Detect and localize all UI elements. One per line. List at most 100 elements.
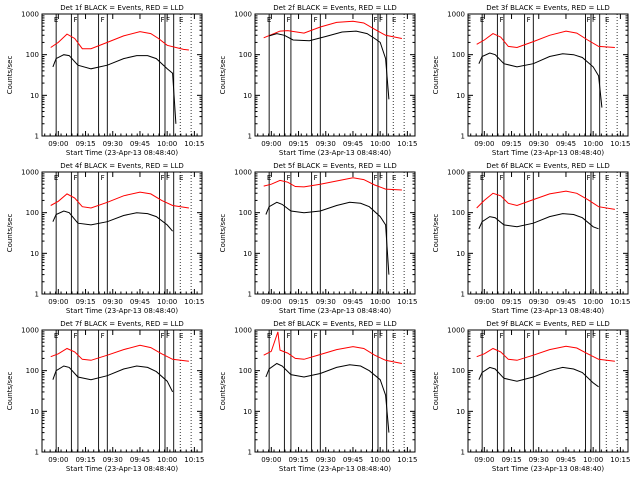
x-tick-label: 10:15 <box>610 140 630 148</box>
plot-frame <box>467 329 629 453</box>
flag-label: F <box>592 16 596 24</box>
flag-label: F <box>374 16 378 24</box>
flag-label: F <box>587 332 591 340</box>
y-tick-label: 100 <box>26 51 39 59</box>
panel-title: Det 3f BLACK = Events, RED = LLD <box>486 4 609 12</box>
flag-label: F <box>166 174 170 182</box>
x-tick-label: 09:30 <box>316 456 336 464</box>
x-tick-label: 09:30 <box>529 140 549 148</box>
y-tick-label: 100 <box>452 367 465 375</box>
x-axis-label: Start Time (23-Apr-13 08:48:40) <box>492 465 604 473</box>
plot-frame <box>467 13 629 137</box>
y-tick-label: 10 <box>243 92 252 100</box>
x-axis-label: Start Time (23-Apr-13 08:48:40) <box>66 307 178 315</box>
flag-label: F <box>161 16 165 24</box>
flag-label: F <box>379 332 383 340</box>
flag-label: F <box>587 174 591 182</box>
y-tick-label: 1000 <box>21 11 39 19</box>
flag-label: E <box>267 332 271 340</box>
x-tick-label: 09:00 <box>48 298 68 306</box>
x-tick-label: 09:00 <box>474 456 494 464</box>
y-axis-label: Counts/sec <box>219 56 227 95</box>
x-axis-label: Start Time (23-Apr-13 08:48:40) <box>279 465 391 473</box>
y-tick-label: 10 <box>30 250 39 258</box>
flag-label: F <box>527 174 531 182</box>
panel-3: Det 3f BLACK = Events, RED = LLD Counts/s… <box>432 4 630 157</box>
flag-label: F <box>527 332 531 340</box>
y-tick-label: 1000 <box>234 11 252 19</box>
y-tick-label: 10 <box>456 408 465 416</box>
panel-4: Det 4f BLACK = Events, RED = LLD Counts/s… <box>6 162 204 315</box>
flag-label: E <box>179 332 183 340</box>
events-series-line <box>265 362 390 433</box>
flag-label: F <box>101 16 105 24</box>
x-tick-label: 10:15 <box>397 140 417 148</box>
x-tick-label: 09:30 <box>103 298 123 306</box>
y-tick-label: 100 <box>452 51 465 59</box>
x-tick-label: 10:15 <box>610 456 630 464</box>
x-tick-label: 09:00 <box>474 298 494 306</box>
x-tick-label: 10:15 <box>397 456 417 464</box>
y-tick-label: 1000 <box>447 169 465 177</box>
y-axis-label: Counts/sec <box>6 214 14 253</box>
x-tick-label: 10:00 <box>157 456 177 464</box>
y-tick-label: 100 <box>239 209 252 217</box>
panel-title: Det 5f BLACK = Events, RED = LLD <box>273 162 396 170</box>
x-tick-label: 10:15 <box>184 456 204 464</box>
flag-label: F <box>592 332 596 340</box>
y-tick-label: 10 <box>456 92 465 100</box>
events-series-line <box>478 52 603 108</box>
x-axis-label: Start Time (23-Apr-13 08:48:40) <box>66 149 178 157</box>
plot-frame <box>467 171 629 295</box>
plot-frame <box>254 171 416 295</box>
flag-label: F <box>286 174 290 182</box>
x-tick-label: 09:00 <box>261 456 281 464</box>
x-tick-label: 09:15 <box>501 298 521 306</box>
x-tick-label: 09:00 <box>261 140 281 148</box>
x-tick-label: 09:30 <box>103 456 123 464</box>
panel-title: Det 9f BLACK = Events, RED = LLD <box>486 320 609 328</box>
y-axis-label: Counts/sec <box>219 372 227 411</box>
flag-label: E <box>179 16 183 24</box>
flag-label: F <box>101 332 105 340</box>
x-tick-label: 09:45 <box>130 298 150 306</box>
x-tick-label: 09:45 <box>343 140 363 148</box>
events-series-line <box>52 365 174 393</box>
panel-title: Det 4f BLACK = Events, RED = LLD <box>60 162 183 170</box>
events-series-line <box>52 210 173 232</box>
x-tick-label: 09:15 <box>288 456 308 464</box>
lld-series-line <box>263 331 402 364</box>
panel-5: Det 5f BLACK = Events, RED = LLD Counts/s… <box>219 162 417 315</box>
flag-label: E <box>605 174 609 182</box>
y-axis-label: Counts/sec <box>432 372 440 411</box>
x-tick-label: 09:30 <box>103 140 123 148</box>
lld-series-line <box>476 345 615 362</box>
y-tick-label: 10 <box>243 408 252 416</box>
flag-label: F <box>499 174 503 182</box>
x-tick-label: 10:00 <box>157 298 177 306</box>
flag-label: E <box>54 16 58 24</box>
x-axis-label: Start Time (23-Apr-13 08:48:40) <box>492 307 604 315</box>
x-tick-label: 10:15 <box>184 140 204 148</box>
flag-label: F <box>379 174 383 182</box>
flag-label: E <box>605 16 609 24</box>
flag-label: E <box>480 16 484 24</box>
y-tick-label: 1000 <box>21 327 39 335</box>
y-tick-label: 1 <box>35 291 39 299</box>
lld-series-line <box>50 344 189 362</box>
x-tick-label: 09:00 <box>48 140 68 148</box>
y-tick-label: 1 <box>461 291 465 299</box>
flag-label: F <box>499 16 503 24</box>
y-tick-label: 100 <box>452 209 465 217</box>
flag-label: E <box>605 332 609 340</box>
x-tick-label: 09:45 <box>556 140 576 148</box>
x-tick-label: 09:30 <box>529 456 549 464</box>
flag-label: E <box>480 332 484 340</box>
y-axis-label: Counts/sec <box>432 56 440 95</box>
x-tick-label: 09:30 <box>529 298 549 306</box>
x-axis-label: Start Time (23-Apr-13 08:48:40) <box>279 307 391 315</box>
y-tick-label: 1 <box>248 133 252 141</box>
flag-label: E <box>54 332 58 340</box>
y-tick-label: 1000 <box>234 327 252 335</box>
flag-label: E <box>179 174 183 182</box>
